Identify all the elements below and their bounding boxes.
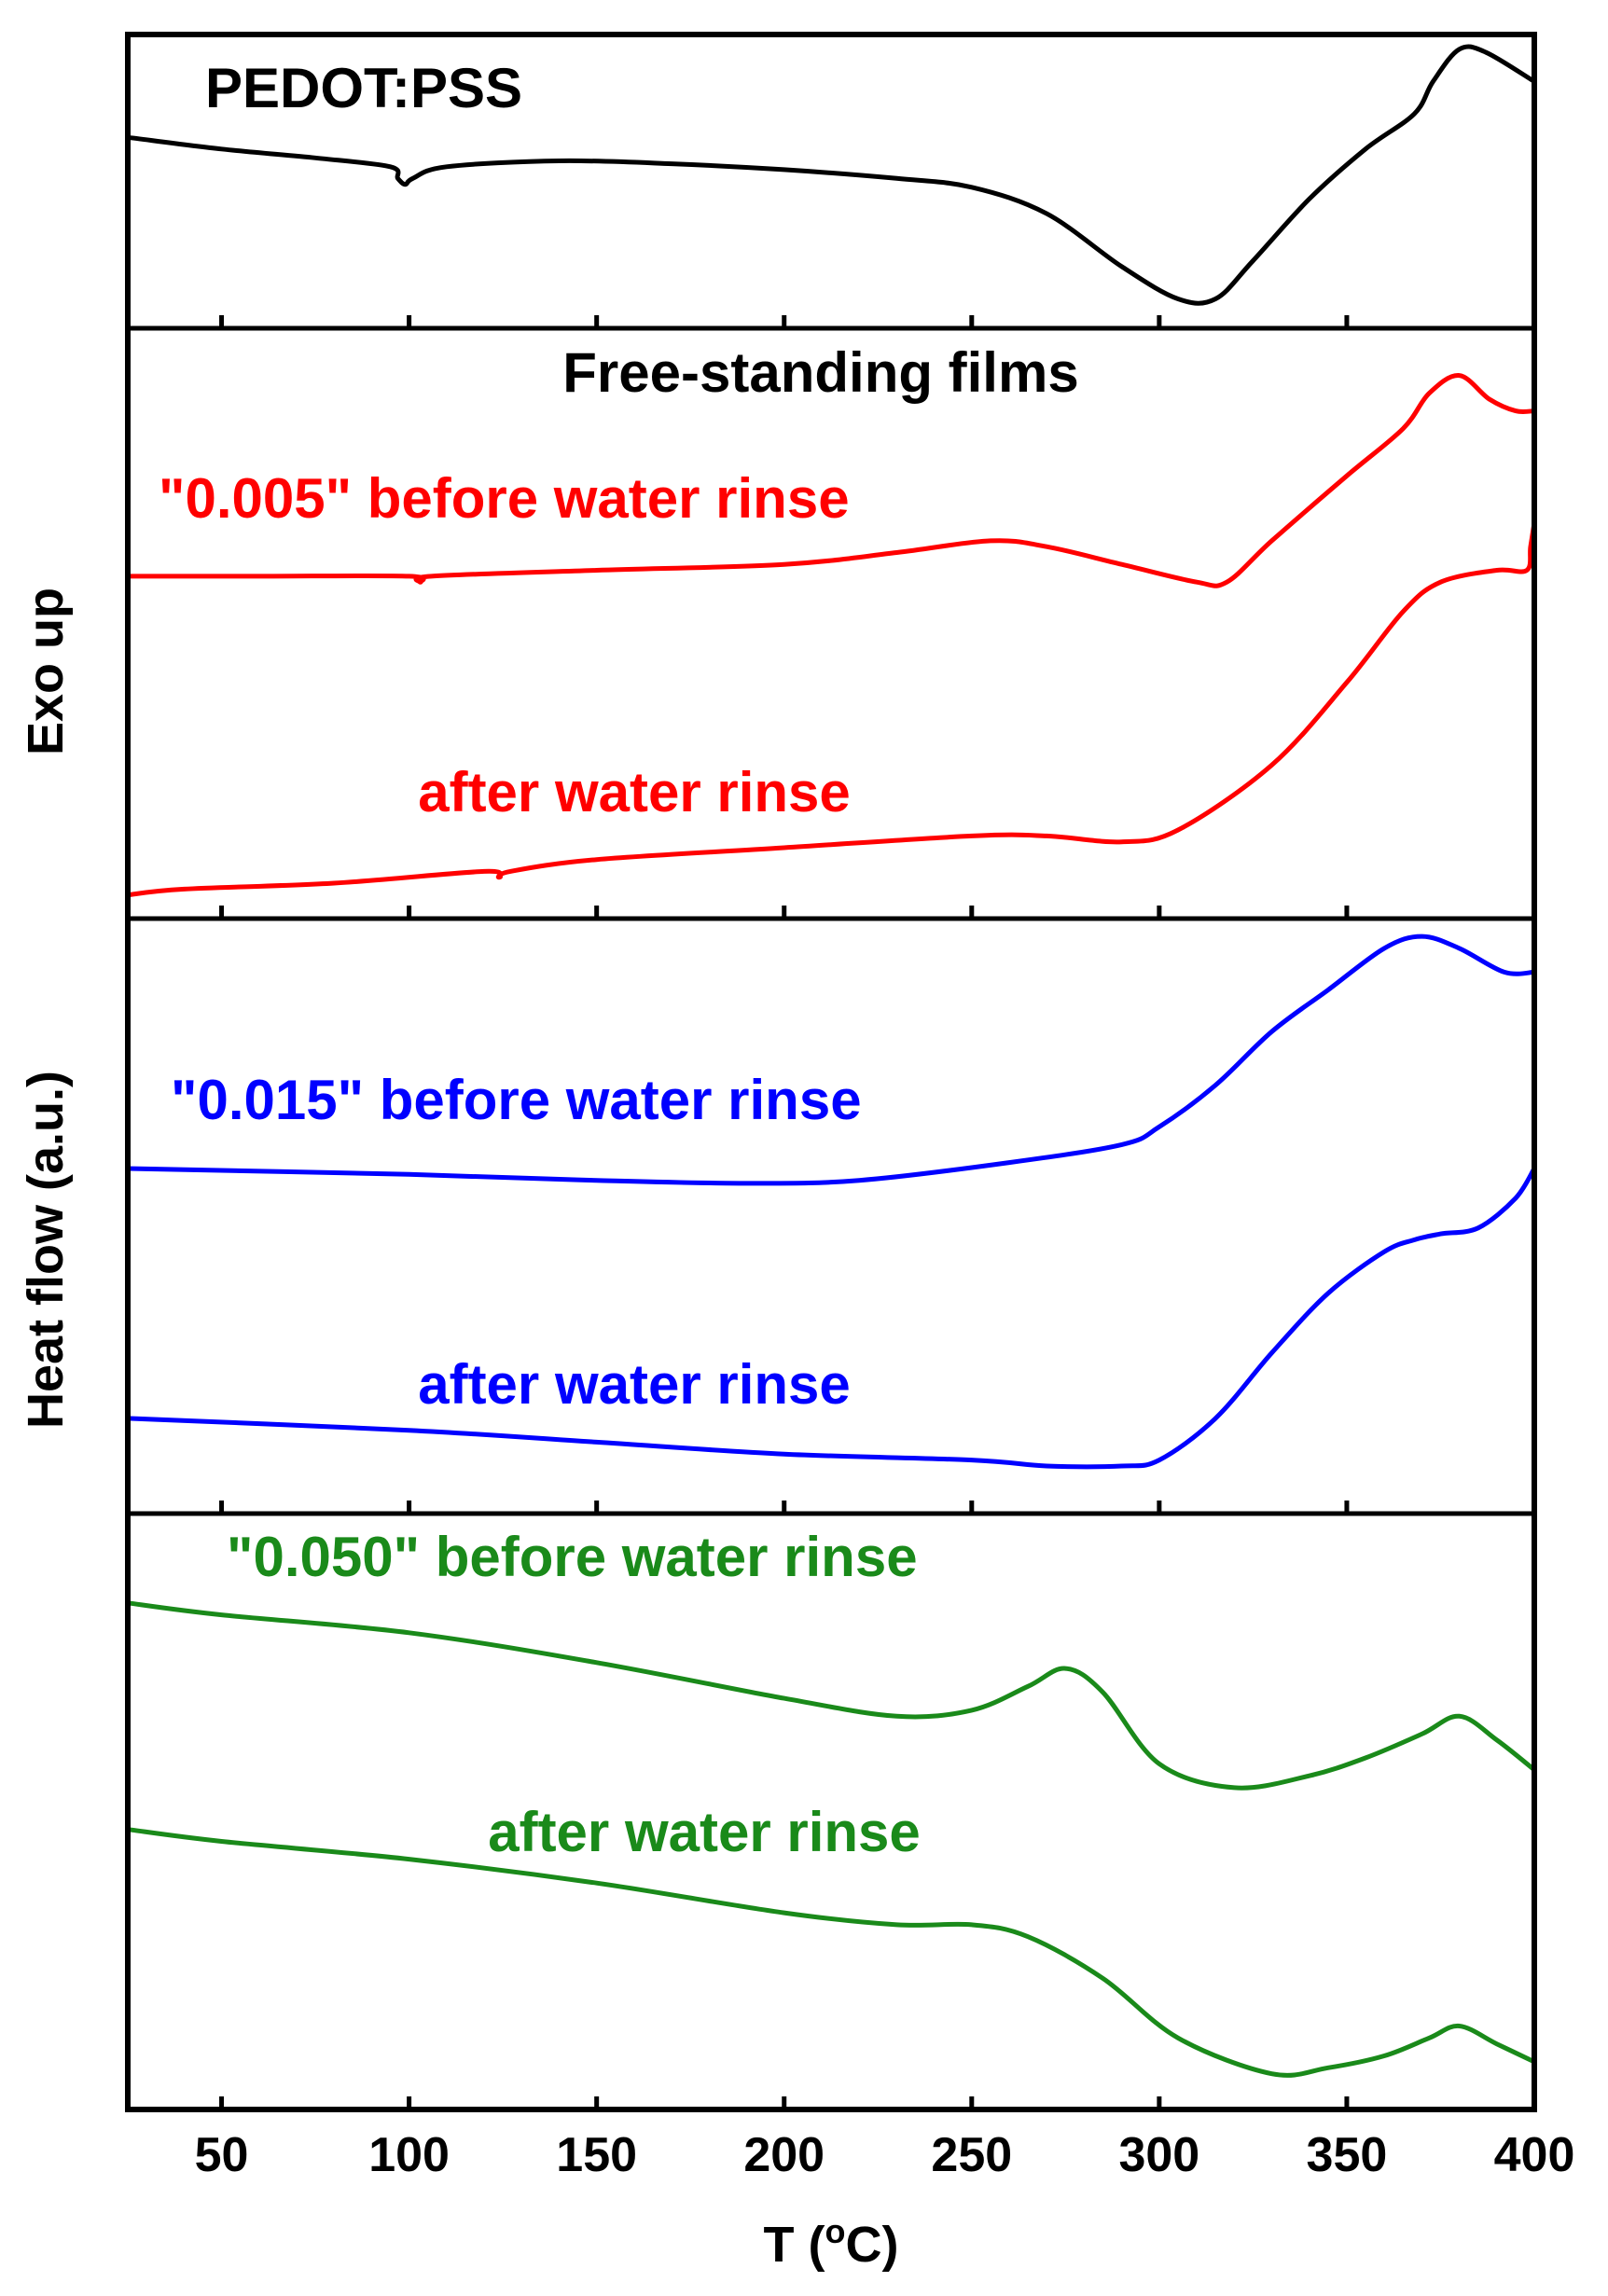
- labels-layer: PEDOT:PSS "0.005" before water rinse after…: [159, 57, 1079, 1863]
- curves-layer: [125, 44, 1537, 2078]
- series-label: "0.005" before water rinse: [159, 467, 850, 530]
- panels-layer: [128, 35, 1534, 2109]
- x-axis-title: T (oC): [764, 2212, 899, 2273]
- series-label: after water rinse: [418, 761, 851, 823]
- free-standing-0005-panel: [128, 328, 1534, 919]
- free-standing-0050-panel: [128, 1514, 1534, 2109]
- series-line-0-005-after-water-rinse: [125, 520, 1537, 898]
- series-line-0-050-after-water-rinse: [125, 1827, 1537, 2078]
- plot-frame: [125, 32, 1537, 2112]
- series-line-0-015-after-water-rinse: [125, 1166, 1537, 1470]
- series-label: after water rinse: [418, 1353, 851, 1416]
- x-tick-label: 350: [1307, 2128, 1388, 2182]
- series-label: "0.050" before water rinse: [227, 1526, 918, 1588]
- y-axis-title: Exo up: [18, 588, 74, 755]
- series-line-pedot-pss: [125, 44, 1537, 306]
- x-tick-label: 200: [743, 2128, 825, 2182]
- y-axis-title: Heat flow (a.u.): [18, 1071, 74, 1429]
- free-standing-0015-panel: [128, 919, 1534, 1514]
- x-tick-label: 300: [1118, 2128, 1199, 2182]
- series-line-0-005-before-water-rinse: [125, 373, 1537, 588]
- x-tick-label: 400: [1494, 2128, 1575, 2182]
- axes-layer: 50 100 150 200 250 300 350 400 T (oC) Exo up Heat …: [18, 32, 1575, 2273]
- pedot-pss-panel: [128, 35, 1534, 328]
- x-tick-label: 150: [556, 2128, 637, 2182]
- panel-title: PEDOT:PSS: [205, 57, 522, 119]
- series-line-0-015-before-water-rinse: [125, 934, 1537, 1186]
- series-line-0-050-before-water-rinse: [125, 1600, 1537, 1791]
- x-tick-label: 250: [931, 2128, 1012, 2182]
- x-tick-label: 100: [368, 2128, 450, 2182]
- series-label: after water rinse: [488, 1801, 921, 1863]
- x-tick-label: 50: [195, 2128, 249, 2182]
- panel-title: Free-standing films: [562, 341, 1078, 404]
- series-label: "0.015" before water rinse: [171, 1069, 862, 1131]
